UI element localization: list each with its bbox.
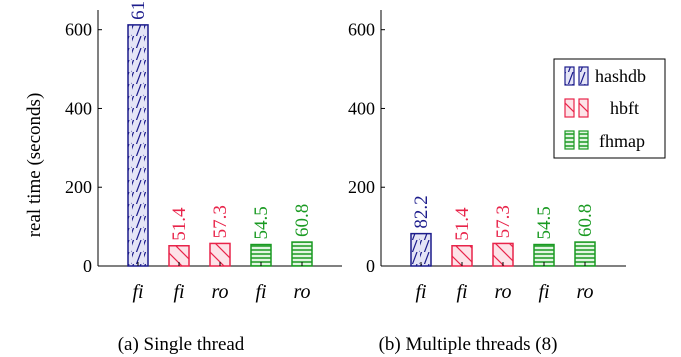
category-label: fi [173, 281, 184, 303]
panel-b-title: (b) Multiple threads (8) [379, 334, 558, 355]
value-label: 54.5 [534, 206, 555, 239]
value-label: 612.2 [128, 0, 149, 20]
legend-swatch-hbft [578, 98, 589, 118]
panel-multiple-threads: 0 200 400 600 82.2 fi 51.4 fi 57.3 ro 54.5 fi 60.8 ro [348, 10, 626, 303]
category-label: fi [132, 281, 143, 303]
y-tick-label: 0 [366, 256, 375, 276]
legend-swatch-fhmap [578, 130, 589, 150]
legend: hashdb hbft fhmap [553, 58, 666, 159]
bar-hashdb [127, 24, 149, 267]
category-label: fi [456, 281, 467, 303]
legend-label-hbft: hbft [610, 98, 639, 118]
category-label: ro [293, 281, 310, 303]
value-label: 57.3 [210, 205, 231, 238]
category-label: fi [415, 281, 426, 303]
y-tick-label: 600 [65, 20, 92, 40]
y-tick-label: 400 [65, 98, 92, 118]
legend-swatch-hashdb [578, 66, 589, 86]
category-label: fi [538, 281, 549, 303]
category-label: ro [211, 281, 228, 303]
legend-swatch-hbft [564, 98, 575, 118]
value-label: 82.2 [411, 195, 432, 228]
y-tick-label: 400 [348, 98, 375, 118]
legend-swatch-hashdb [564, 66, 575, 86]
value-label: 51.4 [452, 207, 473, 241]
bar-hashdb [410, 232, 432, 267]
category-label: ro [576, 281, 593, 303]
category-label: fi [255, 281, 266, 303]
category-label: ro [494, 281, 511, 303]
y-axis-label: real time (seconds) [24, 93, 45, 238]
y-tick-label: 0 [83, 256, 92, 276]
y-tick-label: 200 [65, 177, 92, 197]
y-tick-label: 200 [348, 177, 375, 197]
value-label: 57.3 [493, 205, 514, 238]
value-label: 60.8 [575, 204, 596, 237]
panel-a-title: (a) Single thread [118, 334, 245, 355]
legend-swatch-fhmap [564, 130, 575, 150]
legend-label-fhmap: fhmap [599, 131, 645, 151]
legend-label-hashdb: hashdb [595, 66, 646, 86]
value-label: 54.5 [251, 206, 272, 239]
value-label: 51.4 [169, 207, 190, 241]
y-tick-label: 600 [348, 20, 375, 40]
value-label: 60.8 [292, 204, 313, 237]
panel-single-thread: 0 200 400 600 612.2 fi 51.4 fi 57.3 ro 54.5 fi 60.8 r… [65, 0, 342, 303]
